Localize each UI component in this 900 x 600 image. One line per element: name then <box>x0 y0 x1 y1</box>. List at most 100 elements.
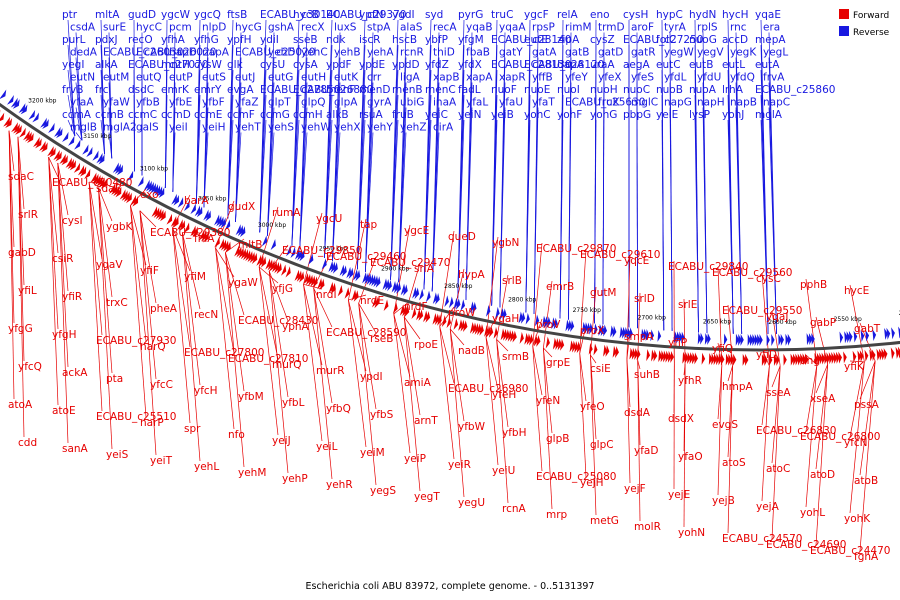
reverse-gene-arrow <box>391 281 397 293</box>
forward-gene-arrow <box>612 345 617 358</box>
forward-label-connector <box>815 364 829 546</box>
forward-gene-label: gabP <box>810 317 836 329</box>
forward-gene-label: smpA <box>624 331 654 343</box>
reverse-gene-label: hycC <box>136 22 162 34</box>
reverse-gene-arrow <box>92 150 99 161</box>
reverse-gene-label: mntH <box>161 59 190 71</box>
reverse-gene-arrow <box>308 253 314 265</box>
forward-label-connector <box>393 313 411 454</box>
reverse-gene-arrow <box>499 307 505 320</box>
forward-gene-arrow <box>828 352 833 365</box>
reverse-gene-label: eutM <box>103 72 129 84</box>
forward-gene-arrow <box>155 208 162 220</box>
reverse-gene-arrow <box>425 290 431 303</box>
forward-label-connector <box>181 232 201 310</box>
reverse-gene-label: yfeS <box>631 72 654 84</box>
forward-gene-label: ypdI <box>360 371 383 383</box>
reverse-gene-label: fadL <box>458 84 481 96</box>
reverse-gene-label: cysU <box>260 59 285 71</box>
forward-label-connector <box>303 284 323 442</box>
forward-gene-arrow <box>119 189 126 200</box>
forward-gene-arrow <box>667 350 672 363</box>
forward-gene-arrow <box>474 322 480 335</box>
reverse-gene-label: yfeY <box>565 72 588 84</box>
forward-gene-label: xseA <box>810 393 836 405</box>
forward-gene-label: yfiR <box>62 291 82 303</box>
forward-gene-label: queD <box>448 231 476 243</box>
forward-gene-label: yphA <box>282 321 310 333</box>
reverse-gene-label: ubiG <box>400 97 424 109</box>
forward-label-connector <box>403 316 421 340</box>
forward-gene-label: atoS <box>722 457 746 469</box>
reverse-gene-arrow <box>610 325 615 338</box>
reverse-gene-label: yegV <box>697 47 724 59</box>
reverse-gene-label: yfbF <box>202 97 225 109</box>
reverse-label-connector <box>661 119 665 331</box>
forward-gene-arrow <box>524 332 529 345</box>
reverse-label-connector <box>694 119 699 333</box>
forward-gene-arrow <box>317 277 323 290</box>
reverse-label-connector <box>525 119 531 313</box>
forward-gene-label: yfcN <box>844 437 868 449</box>
reverse-gene-arrow <box>584 322 589 335</box>
reverse-gene-label: nuoI <box>557 84 580 96</box>
forward-label-connector <box>579 353 587 478</box>
reverse-gene-arrow <box>759 333 763 346</box>
forward-gene-label: ygaH <box>492 313 519 325</box>
reverse-gene-label: yehA <box>367 47 394 59</box>
forward-gene-arrow <box>663 350 667 363</box>
reverse-gene-arrow <box>806 333 811 346</box>
reverse-gene-arrow <box>48 122 55 133</box>
forward-gene-arrow <box>294 269 300 281</box>
forward-gene-arrow <box>260 256 267 268</box>
reverse-gene-label: yqaE <box>755 9 781 21</box>
forward-label-connector <box>771 365 781 464</box>
forward-gene-arrow <box>59 153 66 165</box>
kbp-tick-label: 2950 kbp <box>319 245 347 252</box>
forward-gene-label: yfcH <box>194 385 218 397</box>
forward-gene-label: evgS <box>712 419 738 431</box>
forward-label-connector <box>805 364 818 432</box>
reverse-gene-label: ECABU_c30140 <box>260 9 340 21</box>
forward-label-connector <box>485 337 499 466</box>
forward-gene-arrow <box>49 147 56 158</box>
forward-label-connector <box>139 210 157 380</box>
reverse-gene-arrow <box>18 103 26 113</box>
forward-gene-arrow <box>605 344 610 357</box>
reverse-label-connector <box>457 119 465 298</box>
forward-gene-arrow <box>831 352 835 365</box>
forward-gene-label: amiA <box>404 377 432 389</box>
reverse-gene-arrow <box>339 264 345 276</box>
forward-gene-arrow <box>236 246 242 258</box>
forward-gene-arrow <box>795 353 799 366</box>
forward-gene-label: sseA <box>766 387 791 399</box>
forward-gene-label: ECABU_c25510 <box>96 411 176 423</box>
forward-gene-arrow <box>588 342 593 355</box>
forward-label-connector <box>88 182 103 336</box>
forward-gene-label: fhlA <box>194 233 215 245</box>
forward-gene-arrow <box>571 340 577 353</box>
reverse-gene-label: nuoE <box>524 84 550 96</box>
reverse-gene-arrow <box>403 284 408 296</box>
forward-gene-label: yohK <box>844 513 871 525</box>
forward-gene-label: nrdE <box>360 295 384 307</box>
reverse-gene-arrow <box>570 320 575 333</box>
forward-label-connector <box>303 284 323 366</box>
reverse-gene-arrow <box>469 301 475 314</box>
reverse-gene-arrow <box>553 317 558 330</box>
reverse-label-connector <box>760 119 769 334</box>
reverse-gene-label: lrhA <box>722 84 744 96</box>
reverse-gene-arrow <box>645 328 650 341</box>
reverse-gene-label: ECABU_c28140 <box>491 34 571 46</box>
forward-gene-label: proW <box>448 307 476 319</box>
forward-gene-arrow <box>500 328 506 341</box>
forward-label-connector <box>313 287 333 404</box>
forward-gene-arrow <box>319 278 325 291</box>
reverse-gene-arrow <box>448 296 454 309</box>
forward-gene-arrow <box>256 254 262 266</box>
forward-gene-arrow <box>670 350 674 363</box>
forward-gene-label: yfiD <box>756 349 777 361</box>
forward-gene-arrow <box>41 142 48 153</box>
forward-gene-label: yfbW <box>458 421 486 433</box>
reverse-gene-label: ydiI <box>260 34 279 46</box>
